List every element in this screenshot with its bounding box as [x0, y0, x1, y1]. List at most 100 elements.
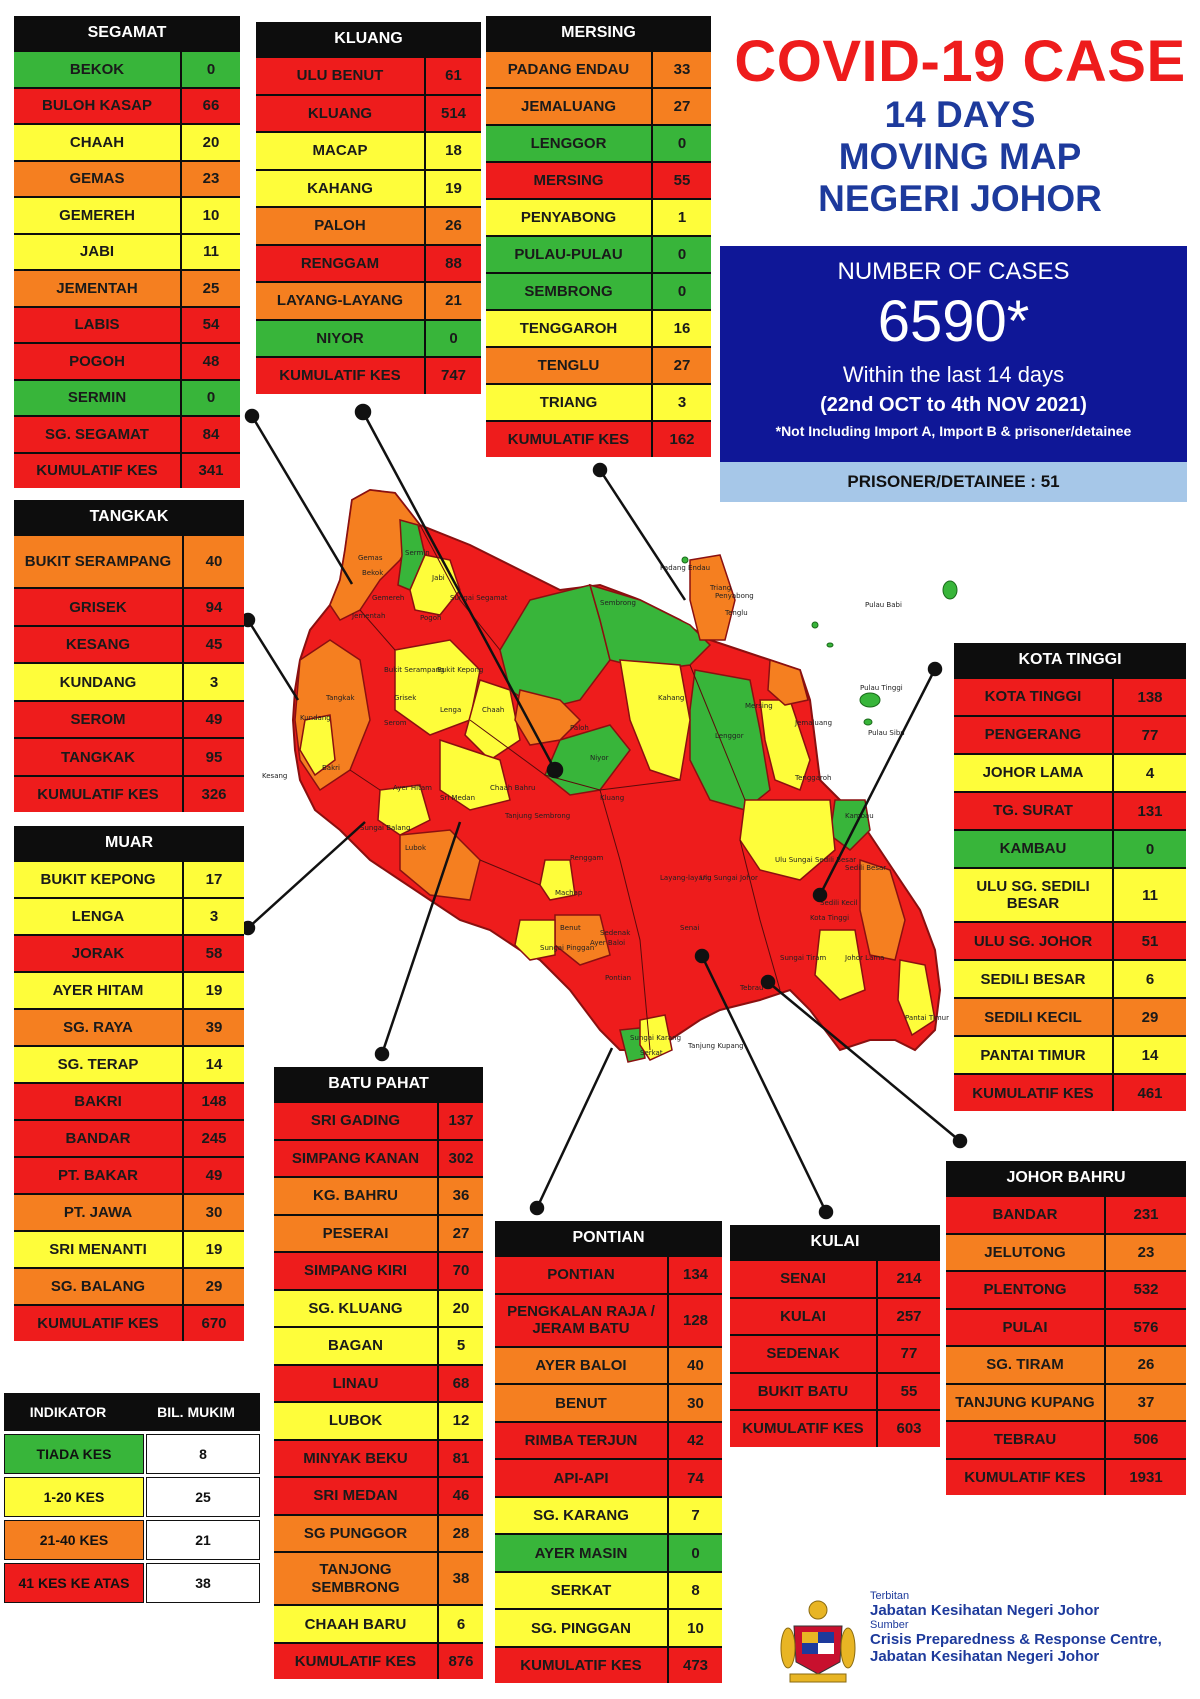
table-row: TANGKAK 95	[14, 739, 244, 775]
map-place-label: Chaah Bahru	[490, 784, 535, 792]
row-value: 19	[184, 1232, 244, 1267]
map-place-label: Pontian	[605, 974, 631, 982]
title-line-3: NEGERI JOHOR	[818, 178, 1102, 219]
row-name: SENAI	[730, 1261, 876, 1297]
row-value: 6	[1114, 961, 1186, 998]
row-name: KUMULATIF KES	[495, 1647, 667, 1684]
row-value: 30	[184, 1195, 244, 1230]
table-row: BUKIT KEPONG 17	[14, 862, 244, 897]
table-row: PULAU-PULAU 0	[486, 237, 711, 272]
panel-rows: SRI GADING 137 SIMPANG KANAN 302 KG. BAHRU 36…	[274, 1101, 483, 1680]
row-name: GRISEK	[14, 589, 182, 625]
row-value: 461	[1114, 1075, 1186, 1112]
row-value: 77	[1114, 717, 1186, 753]
map-place-label: Sedili Besar	[845, 864, 886, 872]
legend-label: TIADA KES	[4, 1434, 144, 1474]
map-place-label: Tanjung Sembrong	[504, 812, 570, 820]
cases-summary-box: NUMBER OF CASES 6590* Within the last 14…	[720, 246, 1187, 502]
row-value: 21	[426, 283, 481, 319]
row-value: 49	[184, 1158, 244, 1193]
row-name: GEMEREH	[14, 198, 180, 233]
map-place-label: Niyor	[590, 754, 609, 762]
map-tangkak-yellow	[299, 714, 336, 777]
row-name: KOTA TINGGI	[954, 679, 1112, 715]
row-value: 12	[439, 1403, 483, 1439]
row-value: 81	[439, 1440, 483, 1476]
credit-source-label: Sumber	[870, 1619, 909, 1631]
row-value: 40	[184, 536, 244, 588]
table-row: LENGA 3	[14, 899, 244, 934]
table-row: KUMULATIF KES 162	[486, 422, 711, 457]
panel-rows: ULU BENUT 61 KLUANG 514 MACAP 18 KAHANG 19 PALOH…	[256, 56, 481, 394]
map-place-label: Benut	[560, 924, 581, 932]
connector-tangkak	[246, 619, 300, 701]
table-row: PULAI 576	[946, 1309, 1186, 1345]
table-row: PLENTONG 532	[946, 1272, 1186, 1308]
connector-dot	[374, 1046, 390, 1062]
table-row: BUKIT SERAMPANG 40	[14, 536, 244, 588]
table-row: JELUTONG 23	[946, 1234, 1186, 1270]
row-name: ULU BENUT	[256, 58, 424, 94]
map-place-label: Sungai Pinggan	[540, 944, 594, 952]
row-value: 51	[1114, 923, 1186, 960]
map-place-label: Paloh	[570, 724, 589, 732]
row-value: 26	[426, 208, 481, 244]
row-value: 55	[653, 163, 711, 198]
row-value: 19	[184, 973, 244, 1008]
map-jemaluang-orange	[767, 658, 809, 706]
table-row: GEMEREH 10	[14, 198, 240, 233]
row-value: 36	[439, 1178, 483, 1214]
row-name: TANJUNG KUPANG	[946, 1384, 1104, 1420]
table-row: PENYABONG 1	[486, 200, 711, 235]
map-place-label: Bekok	[362, 569, 384, 577]
credit-source-line2: Jabatan Kesihatan Negeri Johor	[870, 1648, 1100, 1665]
row-value: 94	[184, 589, 244, 625]
map-place-label: Tangkak	[325, 694, 356, 702]
row-name: SG. PINGGAN	[495, 1610, 667, 1646]
panel-johor-bahru: JOHOR BAHRU BANDAR 231 JELUTONG 23 PLENTONG 5…	[946, 1161, 1186, 1497]
row-name: PALOH	[256, 208, 424, 244]
panel-rows: BUKIT KEPONG 17 LENGA 3 JORAK 58 AYER HITAM 19 S…	[14, 860, 244, 1341]
map-place-label: Kota Tinggi	[810, 914, 849, 922]
row-name: TG. SURAT	[954, 793, 1112, 829]
row-value: 148	[184, 1084, 244, 1119]
panel-kluang: KLUANG ULU BENUT 61 KLUANG 514 MACAP 18 KAHANG…	[256, 22, 481, 396]
connector-mersing	[598, 469, 687, 601]
map-place-label: Sungai Segamat	[450, 594, 508, 602]
row-value: 25	[182, 271, 240, 306]
panel-rows: BUKIT SERAMPANG 40 GRISEK 94 KESANG 45 KUNDANG…	[14, 534, 244, 813]
row-value: 0	[653, 126, 711, 161]
row-name: PT. BAKAR	[14, 1158, 182, 1193]
table-row: PALOH 26	[256, 208, 481, 244]
table-row: SG PUNGGOR 28	[274, 1515, 483, 1551]
cases-date-range: (22nd OCT to 4th NOV 2021)	[820, 394, 1087, 416]
connector-dot	[592, 462, 608, 478]
row-name: TANGKAK	[14, 739, 182, 775]
map-place-label: Jementah	[351, 612, 385, 620]
row-name: JABI	[14, 234, 180, 269]
row-name: KUMULATIF KES	[946, 1459, 1104, 1495]
cases-within: Within the last 14 days	[842, 362, 1065, 387]
row-value: 7	[669, 1497, 722, 1534]
row-value: 341	[182, 453, 240, 488]
connector-batu-pahat	[380, 821, 462, 1055]
row-name: KUMULATIF KES	[14, 453, 180, 488]
panel-rows: KOTA TINGGI 138 PENGERANG 77 JOHOR LAMA 4 TG. …	[954, 677, 1186, 1112]
legend-label: 41 KES KE ATAS	[4, 1563, 144, 1603]
map-place-label: Senai	[680, 924, 699, 932]
legend-label: 21-40 KES	[4, 1520, 144, 1560]
table-row: TANJUNG KUPANG 37	[946, 1384, 1186, 1420]
credit-published-label: Terbitan	[870, 1590, 910, 1602]
table-row: SEDENAK 77	[730, 1336, 940, 1372]
row-value: 128	[669, 1294, 722, 1346]
connector-kulai	[700, 955, 828, 1213]
row-name: PT. JAWA	[14, 1195, 182, 1230]
map-place-label: Lenggor	[715, 732, 744, 740]
row-name: PENGERANG	[954, 717, 1112, 753]
row-value: 3	[653, 385, 711, 420]
row-name: PULAI	[946, 1309, 1104, 1345]
row-name: JOHOR LAMA	[954, 755, 1112, 791]
row-name: SEDENAK	[730, 1336, 876, 1372]
row-name: SG PUNGGOR	[274, 1515, 437, 1551]
